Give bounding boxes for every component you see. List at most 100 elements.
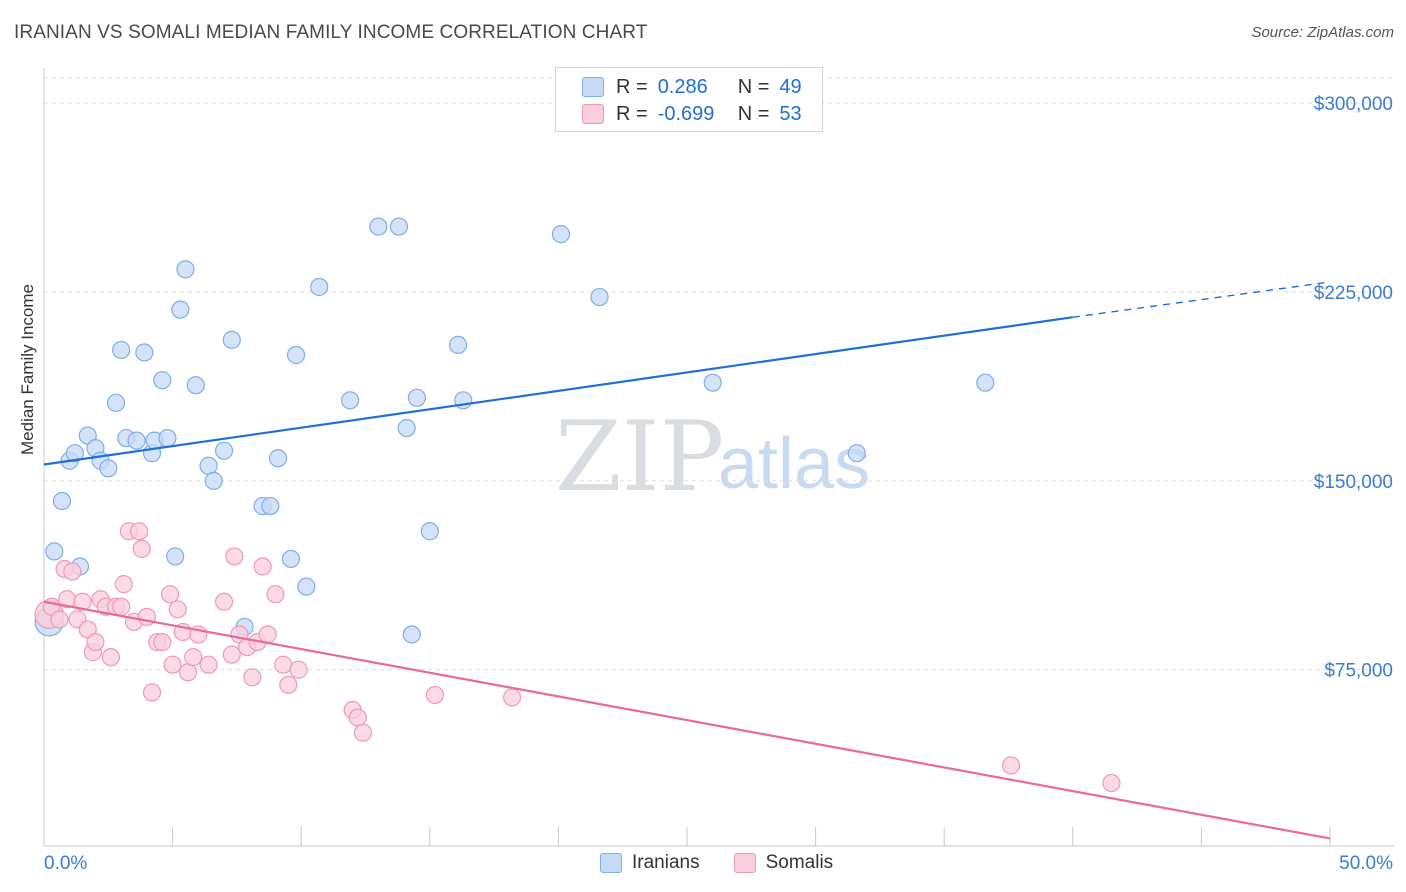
- iranian-point: [397, 418, 416, 438]
- somali-point: [112, 597, 131, 616]
- somali-point: [503, 688, 522, 707]
- iranian-point: [135, 343, 154, 362]
- somali-point: [199, 655, 218, 674]
- iranian-point: [166, 547, 185, 566]
- somali-point: [160, 585, 180, 604]
- iranian-point: [176, 260, 195, 279]
- iranian-point: [106, 393, 126, 412]
- somali-point: [184, 648, 203, 667]
- somali-point: [353, 723, 373, 742]
- somali-point: [253, 557, 272, 576]
- iranian-point: [45, 542, 64, 561]
- iranian-point: [340, 391, 360, 410]
- iranian-point: [127, 431, 146, 450]
- y-tick-label: $300,000: [1314, 94, 1393, 115]
- r-label: R =: [616, 102, 648, 125]
- somali-point: [222, 645, 241, 664]
- n-value-iranians: 49: [779, 75, 802, 98]
- iranian-point: [214, 441, 234, 460]
- iranian-point: [158, 428, 177, 448]
- iranian-point: [297, 577, 316, 596]
- somali-point: [153, 632, 172, 652]
- iranians-swatch: [582, 77, 604, 97]
- iranian-trend-line: [43, 316, 1073, 466]
- iranian-point: [171, 300, 190, 319]
- iranian-trend-extension: [1072, 281, 1331, 318]
- iranian-point: [112, 340, 131, 360]
- iranians-swatch: [600, 853, 622, 873]
- somali-point: [274, 655, 293, 674]
- somali-point: [1102, 773, 1121, 793]
- x-tick-label-max: 50.0%: [1339, 853, 1393, 874]
- r-value-iranians: 0.286: [657, 75, 708, 98]
- iranian-point: [590, 287, 609, 307]
- x-tick-label-min: 0.0%: [44, 853, 87, 874]
- iranian-point: [286, 345, 306, 365]
- chart-title: IRANIAN VS SOMALI MEDIAN FAMILY INCOME C…: [14, 22, 648, 43]
- somali-point: [130, 522, 149, 541]
- iranian-point: [261, 496, 280, 516]
- iranian-point: [281, 549, 301, 569]
- somali-point: [243, 668, 262, 687]
- somali-point: [266, 585, 285, 604]
- somali-point: [279, 675, 298, 694]
- legend-label-iranians: Iranians: [632, 852, 700, 873]
- somali-point: [142, 683, 162, 702]
- somali-point: [168, 600, 187, 619]
- legend-item-somalis[interactable]: Somalis: [733, 852, 834, 874]
- watermark-zip: ZIP: [555, 401, 724, 513]
- somali-point: [258, 625, 277, 644]
- somali-point: [63, 562, 82, 581]
- iranian-point: [268, 449, 288, 468]
- somali-trend-line: [43, 600, 1331, 840]
- iranian-point: [402, 625, 421, 644]
- somali-point: [225, 547, 244, 566]
- iranian-point: [847, 444, 866, 463]
- n-value-somalis: 53: [779, 102, 802, 125]
- somali-point: [73, 592, 92, 611]
- iranian-point: [52, 491, 72, 511]
- somali-point: [425, 685, 445, 705]
- somali-point: [86, 632, 105, 652]
- iranian-point: [551, 225, 571, 244]
- n-label: N =: [737, 75, 770, 98]
- r-value-somalis: -0.699: [657, 102, 715, 125]
- somali-point: [348, 708, 367, 727]
- correlation-legend: R = 0.286 N = 49 R = -0.699 N = 53: [555, 67, 823, 132]
- somali-point: [178, 663, 198, 682]
- iranian-point: [389, 217, 409, 236]
- iranian-point: [310, 277, 329, 297]
- watermark-atlas: atlas: [718, 424, 870, 504]
- n-label: N =: [737, 102, 770, 125]
- y-tick-label: $75,000: [1324, 661, 1393, 682]
- iranian-point: [204, 471, 223, 490]
- iranian-point: [407, 388, 427, 407]
- somali-point: [289, 660, 308, 679]
- somali-point: [1001, 756, 1021, 775]
- somalis-swatch: [582, 104, 604, 124]
- somali-point: [214, 592, 234, 611]
- iranian-point: [153, 371, 172, 390]
- iranian-point: [186, 376, 205, 395]
- somali-point: [114, 575, 133, 594]
- iranian-point: [222, 330, 241, 349]
- somali-point: [132, 539, 151, 558]
- legend-label-somalis: Somalis: [765, 852, 834, 873]
- iranian-point: [703, 373, 722, 392]
- legend-item-iranians[interactable]: Iranians: [600, 852, 700, 874]
- iranian-point: [369, 217, 388, 236]
- iranian-point: [420, 522, 439, 541]
- iranian-point: [99, 459, 118, 478]
- y-tick-label: $225,000: [1314, 283, 1393, 304]
- legend-row-somalis: R = -0.699 N = 53: [556, 101, 802, 127]
- somali-point: [101, 648, 120, 667]
- somali-point: [50, 610, 69, 629]
- y-tick-label: $150,000: [1314, 472, 1393, 493]
- iranian-point: [448, 335, 468, 355]
- iranian-point: [65, 444, 84, 463]
- iranian-point: [199, 456, 218, 475]
- series-legend: Iranians Somalis: [600, 852, 867, 874]
- source-credit: Source: ZipAtlas.com: [1251, 24, 1394, 41]
- legend-row-iranians: R = 0.286 N = 49: [556, 74, 802, 100]
